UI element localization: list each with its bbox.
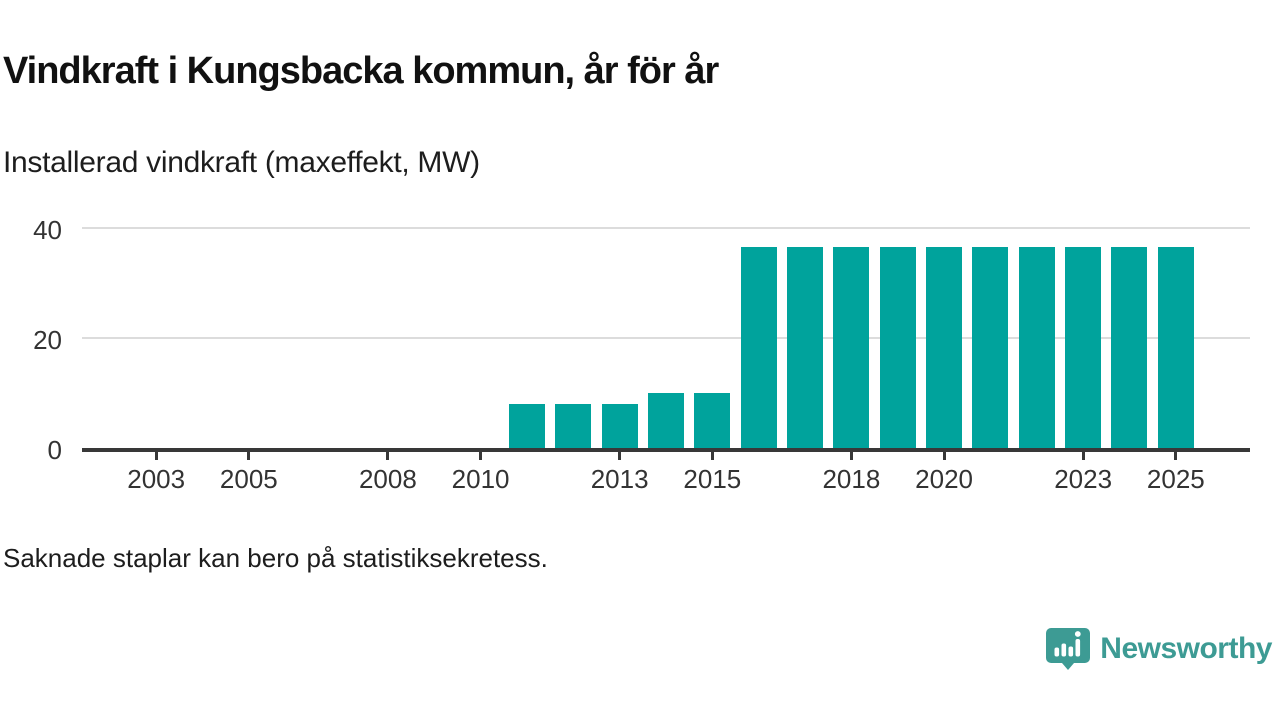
- newsworthy-logo-text: Newsworthy: [1100, 632, 1272, 665]
- bar-2015: [694, 393, 731, 448]
- x-tick-2013: [618, 452, 622, 460]
- bar-2025: [1157, 246, 1194, 448]
- x-tick-label-2010: 2010: [451, 464, 510, 494]
- y-tick-label-20: 20: [33, 325, 62, 355]
- chart-title: Vindkraft i Kungsbacka kommun, år för år: [3, 50, 719, 92]
- bar-2013: [601, 404, 638, 448]
- bar-2016: [740, 246, 777, 448]
- speech-bubble-bar-chart-icon: [1046, 628, 1091, 670]
- y-tick-label-0: 0: [47, 435, 62, 465]
- bar-2019: [879, 246, 916, 448]
- x-tick-2010: [479, 452, 483, 460]
- x-tick-2025: [1174, 452, 1178, 460]
- gridline-20: [82, 337, 1250, 339]
- x-tick-2015: [710, 452, 714, 460]
- x-tick-label-2003: 2003: [127, 464, 186, 494]
- x-tick-2023: [1081, 452, 1085, 460]
- bar-2023: [1065, 246, 1102, 448]
- gridline-40: [82, 227, 1250, 229]
- bar-2018: [833, 246, 870, 448]
- x-tick-2008: [386, 452, 390, 460]
- y-tick-label-40: 40: [33, 215, 62, 245]
- bar-2017: [787, 246, 824, 448]
- bar-2022: [1018, 246, 1055, 448]
- x-tick-label-2018: 2018: [822, 464, 881, 494]
- chart-subtitle: Installerad vindkraft (maxeffekt, MW): [3, 146, 480, 179]
- x-tick-label-2005: 2005: [219, 464, 278, 494]
- x-tick-2003: [154, 452, 158, 460]
- x-tick-label-2025: 2025: [1146, 464, 1205, 494]
- bar-2024: [1111, 246, 1148, 448]
- bar-2014: [648, 393, 684, 448]
- x-tick-label-2015: 2015: [683, 464, 742, 494]
- x-tick-label-2013: 2013: [590, 464, 649, 494]
- x-tick-2005: [247, 452, 251, 460]
- bar-2011: [508, 404, 545, 448]
- bar-2020: [926, 246, 963, 448]
- newsworthy-logo: Newsworthy: [1045, 627, 1272, 671]
- x-tick-2018: [849, 452, 853, 460]
- x-tick-label-2008: 2008: [358, 464, 417, 494]
- x-tick-label-2020: 2020: [915, 464, 974, 494]
- x-tick-label-2023: 2023: [1054, 464, 1113, 494]
- footnote: Saknade staplar kan bero på statistiksek…: [3, 543, 548, 573]
- x-axis-line: [82, 448, 1250, 452]
- x-tick-2020: [942, 452, 946, 460]
- bar-2021: [972, 246, 1009, 448]
- bar-2012: [555, 404, 592, 448]
